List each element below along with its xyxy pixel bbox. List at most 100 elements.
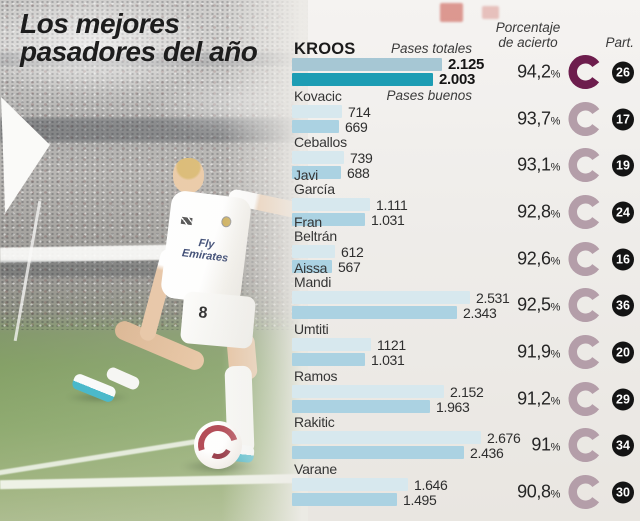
good-passes-bar — [292, 260, 332, 273]
player-name: Javi García — [294, 167, 335, 197]
series-label-total: Pases totales — [390, 41, 472, 56]
player-row: Umtiti 1121 1.031 91,9% 20 — [288, 322, 640, 369]
shirt-sponsor-text: Fly Emirates — [181, 237, 229, 265]
corner-flag-pole — [13, 200, 42, 342]
participations-badge: 34 — [612, 434, 634, 456]
total-passes-value: 1.646 — [414, 476, 448, 493]
accuracy-ring-icon — [568, 195, 603, 229]
player-row: Varane 1.646 1.495 90,8% 30 — [288, 462, 640, 509]
accuracy-ring-icon — [568, 382, 603, 416]
corner-flag — [1, 97, 50, 213]
shirt-number: 8 — [197, 304, 209, 323]
pitch-touchline — [0, 473, 308, 490]
player-name: Fran Beltrán — [294, 214, 337, 244]
good-passes-bar — [292, 493, 397, 506]
player-left-boot — [70, 372, 118, 404]
accuracy-value: 93,7% — [517, 108, 560, 129]
good-passes-bar — [292, 446, 464, 459]
player-name: Aissa Mandi — [294, 260, 332, 290]
title-line-1: Los mejores — [20, 8, 180, 39]
total-passes-value: 739 — [350, 149, 373, 166]
passers-chart: Porcentaje de acierto Part. KROOS Pases … — [288, 0, 640, 521]
accuracy-ring-icon — [568, 288, 603, 322]
page-title: Los mejores pasadores del año — [20, 8, 258, 67]
player-name: Ramos — [294, 367, 338, 384]
good-passes-value: 2.003 — [439, 71, 476, 88]
total-passes-bar — [292, 58, 442, 71]
good-passes-value: 669 — [345, 118, 368, 135]
floodlight-glow — [150, 70, 308, 140]
total-passes-value: 2.152 — [450, 383, 484, 400]
player-name: Varane — [294, 460, 337, 477]
stadium-lower-band — [0, 261, 200, 277]
stadium-screen — [440, 3, 463, 22]
player-photo: Fly Emirates 8 — [0, 0, 308, 521]
player-row: Fran Beltrán 612 567 92,6% 16 — [288, 215, 640, 276]
player-left-leg — [112, 318, 207, 373]
brand-logo-icon — [180, 216, 193, 226]
good-passes-bar — [292, 400, 430, 413]
participations-column-header: Part. — [605, 35, 634, 50]
good-passes-bar — [292, 306, 457, 319]
player-shorts: 8 — [179, 290, 257, 350]
total-passes-bar — [292, 105, 342, 118]
accuracy-value: 92,6% — [517, 248, 560, 269]
total-passes-bar — [292, 385, 444, 398]
good-passes-value: 1.495 — [403, 491, 437, 508]
player-row: Javi García 1.111 1.031 92,8% 24 — [288, 168, 640, 229]
player-name: KROOS — [294, 39, 356, 58]
ball-pattern — [190, 417, 246, 473]
player-name: Ceballos — [294, 133, 347, 150]
total-passes-bar — [292, 338, 371, 351]
participations-badge: 20 — [612, 341, 634, 363]
accuracy-value: 93,1% — [517, 154, 560, 175]
total-passes-bar — [292, 291, 470, 304]
player-row: Aissa Mandi 2.531 2.343 92,5% 36 — [288, 261, 640, 322]
football-icon — [190, 417, 246, 473]
title-line-2: pasadores del año — [20, 36, 258, 67]
pitch-corner-line — [0, 432, 236, 477]
participations-badge: 36 — [612, 294, 634, 316]
accuracy-value: 91,2% — [517, 388, 560, 409]
total-passes-value: 2.531 — [476, 289, 510, 306]
player-left-sock — [104, 365, 142, 392]
total-passes-value: 714 — [348, 103, 371, 120]
total-passes-bar — [292, 431, 481, 444]
advertising-board — [0, 244, 197, 263]
accuracy-ring-icon — [568, 475, 603, 509]
player-shirt: Fly Emirates — [159, 189, 253, 307]
boot-shadow — [66, 392, 130, 403]
total-passes-value: 2.676 — [487, 429, 521, 446]
participations-badge: 26 — [612, 61, 634, 83]
player-head — [173, 158, 204, 193]
participations-badge: 29 — [612, 388, 634, 410]
accuracy-ring-icon — [568, 148, 603, 182]
accuracy-ring-icon — [568, 428, 603, 462]
player-row: Rakitic 2.676 2.436 91% 34 — [288, 415, 640, 462]
total-passes-value: 1121 — [377, 336, 406, 353]
accuracy-value: 94,2% — [517, 61, 560, 82]
player-left-arm — [138, 247, 178, 343]
participations-badge: 30 — [612, 481, 634, 503]
ball-pattern — [200, 427, 236, 463]
accuracy-value: 91,9% — [517, 341, 560, 362]
good-passes-bar — [292, 166, 341, 179]
accuracy-ring-icon — [568, 55, 603, 89]
player-row: Ceballos 739 688 93,1% 19 — [288, 135, 640, 182]
good-passes-value: 1.031 — [371, 351, 405, 368]
participations-badge: 16 — [612, 248, 634, 270]
total-passes-value: 2.125 — [448, 56, 485, 73]
total-passes-bar — [292, 151, 344, 164]
player-row: Ramos 2.152 1.963 91,2% 29 — [288, 369, 640, 416]
good-passes-value: 688 — [347, 164, 370, 181]
photo-wash-overlay — [0, 0, 308, 521]
accuracy-value: 90,8% — [517, 481, 560, 502]
total-passes-bar — [292, 478, 408, 491]
good-passes-bar — [292, 353, 365, 366]
series-label-good: Pases buenos — [386, 88, 472, 103]
accuracy-column-header: Porcentaje de acierto — [495, 20, 561, 50]
player-right-sock — [224, 365, 255, 455]
good-passes-value: 567 — [338, 258, 361, 275]
participations-badge: 19 — [612, 154, 634, 176]
